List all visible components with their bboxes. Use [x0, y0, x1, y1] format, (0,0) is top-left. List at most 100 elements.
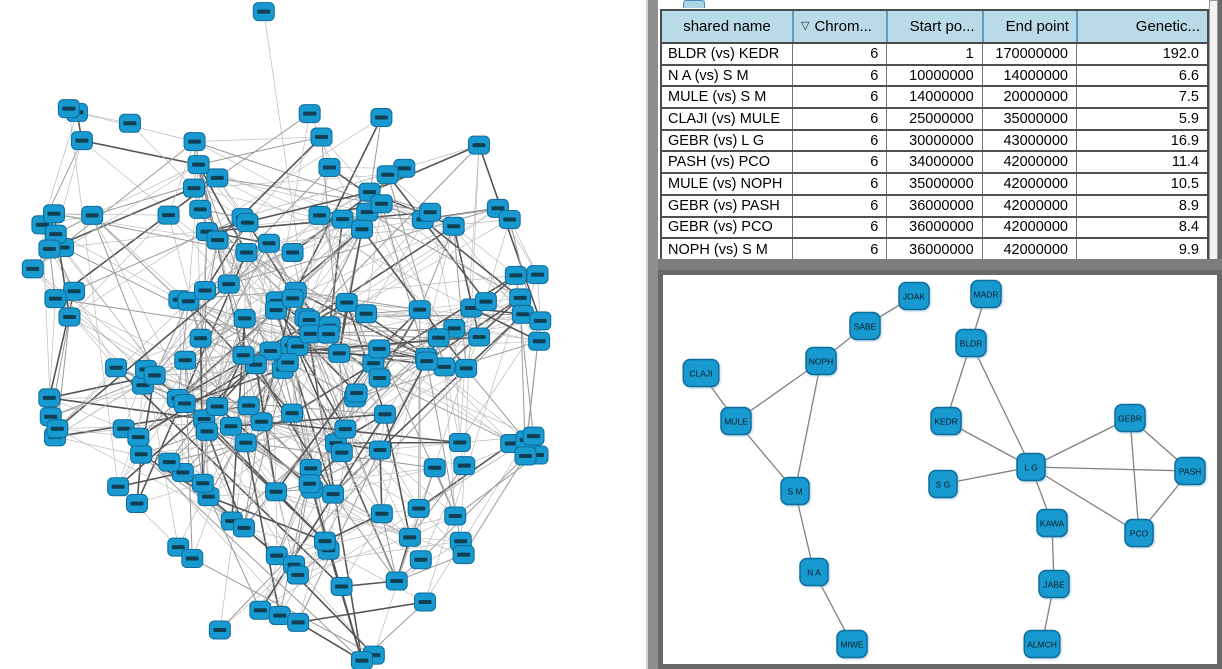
network-node[interactable] [250, 412, 273, 432]
network-node[interactable] [423, 458, 446, 478]
network-edge[interactable] [381, 203, 428, 362]
network-edge[interactable] [217, 406, 342, 453]
table-cell[interactable]: BLDR (vs) KEDR [668, 45, 780, 62]
network-node[interactable] [318, 157, 341, 177]
network-edge[interactable] [217, 113, 310, 179]
table-cell[interactable]: 170000000 [981, 44, 1076, 64]
network-node[interactable] [298, 474, 321, 494]
network-node[interactable] [350, 651, 373, 669]
network-node[interactable]: L G [1016, 452, 1046, 482]
column-header-startpo[interactable]: Start po... [886, 11, 981, 42]
network-edge[interactable] [794, 360, 822, 492]
network-edge[interactable] [379, 348, 512, 444]
subnetwork-canvas[interactable]: JOAK MADR SABE BLDR NOPH CLAJI KEDR GEBR MULE L G… [663, 275, 1217, 664]
network-edge[interactable] [245, 428, 346, 444]
network-edge[interactable] [208, 495, 326, 542]
network-node[interactable] [217, 274, 240, 294]
network-edge[interactable] [244, 442, 281, 616]
network-edge[interactable] [338, 229, 363, 354]
network-node[interactable] [182, 178, 205, 198]
network-edge[interactable] [463, 455, 526, 555]
table-cell[interactable]: 6 [792, 130, 886, 151]
network-edge[interactable] [328, 219, 344, 326]
network-edge[interactable] [346, 302, 540, 342]
network-node[interactable] [281, 242, 304, 262]
network-edge[interactable] [429, 212, 455, 329]
network-edge[interactable] [1030, 417, 1131, 468]
network-node[interactable] [408, 300, 431, 320]
table-cell[interactable]: 6.6 [1075, 65, 1207, 86]
network-node[interactable] [206, 168, 229, 188]
network-edge[interactable] [294, 117, 383, 292]
network-edge[interactable] [361, 228, 467, 369]
network-edge[interactable] [276, 515, 456, 556]
network-node[interactable] [107, 477, 130, 497]
network-edge[interactable] [290, 345, 330, 551]
network-node[interactable] [70, 131, 93, 151]
network-edge[interactable] [129, 123, 195, 189]
network-node[interactable] [310, 127, 333, 147]
network-edge[interactable] [49, 397, 205, 420]
network-node[interactable] [368, 368, 391, 388]
network-node[interactable] [252, 2, 275, 22]
network-edge[interactable] [263, 11, 310, 321]
network-node[interactable] [38, 388, 61, 408]
table-cell[interactable]: 14000000 [886, 87, 981, 108]
network-node[interactable] [127, 427, 150, 447]
network-node[interactable]: S G [928, 469, 958, 499]
network-node[interactable] [498, 210, 521, 230]
network-edge[interactable] [287, 362, 356, 399]
network-edge[interactable] [140, 454, 295, 565]
network-node[interactable] [330, 577, 353, 597]
network-node[interactable]: MIWE [836, 629, 868, 659]
network-edge[interactable] [420, 455, 526, 561]
table-cell[interactable]: 6 [792, 195, 886, 216]
column-header-sharedname[interactable]: shared name [662, 11, 792, 42]
network-node[interactable] [183, 132, 206, 152]
network-edge[interactable] [69, 214, 169, 318]
network-edge[interactable] [219, 564, 295, 631]
network-node[interactable] [208, 620, 231, 640]
table-cell[interactable]: 20000000 [981, 87, 1076, 108]
table-cell[interactable]: 36000000 [886, 239, 981, 261]
network-edge[interactable] [378, 348, 456, 517]
table-cell[interactable]: 8.9 [1075, 195, 1207, 216]
network-edge[interactable] [345, 360, 427, 430]
table-cell[interactable]: 6 [792, 152, 886, 173]
network-node[interactable] [308, 205, 331, 225]
network-edge[interactable] [242, 144, 480, 218]
network-node[interactable] [351, 219, 374, 239]
network-edge[interactable] [117, 364, 257, 488]
network-node[interactable]: KAWA [1036, 508, 1068, 538]
network-edge[interactable] [56, 283, 230, 430]
network-edge[interactable] [168, 214, 230, 285]
network-edge[interactable] [346, 302, 356, 398]
network-node[interactable] [299, 324, 322, 344]
network-node[interactable] [105, 358, 128, 378]
table-cell[interactable]: CLAJI (vs) MULE [668, 110, 780, 127]
network-edge[interactable] [344, 429, 383, 514]
table-row[interactable]: GEBR (vs) L G 6 30000000 43000000 16.9 [662, 130, 1207, 153]
table-cell[interactable]: 34000000 [886, 152, 981, 173]
network-edge[interactable] [459, 320, 541, 443]
network-node[interactable] [281, 403, 304, 423]
network-edge[interactable] [345, 428, 464, 555]
network-node[interactable]: NOPH [805, 346, 837, 376]
table-cell[interactable]: 11.4 [1075, 152, 1207, 173]
network-node[interactable] [335, 293, 358, 313]
table-cell[interactable]: 42000000 [981, 217, 1076, 238]
table-row[interactable]: GEBR (vs) PASH 6 36000000 42000000 8.9 [662, 195, 1207, 218]
network-node[interactable] [286, 565, 309, 585]
network-edge[interactable] [328, 333, 357, 394]
network-node[interactable] [345, 383, 368, 403]
table-cell[interactable]: 35000000 [886, 174, 981, 194]
network-node[interactable] [235, 243, 258, 263]
network-node[interactable] [409, 550, 432, 570]
network-edge[interactable] [91, 215, 156, 376]
network-node[interactable] [419, 202, 442, 222]
network-edge[interactable] [460, 465, 465, 542]
network-node[interactable] [196, 421, 219, 441]
network-node[interactable] [276, 352, 299, 372]
table-cell[interactable]: 6 [792, 217, 886, 238]
network-edge[interactable] [327, 550, 363, 661]
